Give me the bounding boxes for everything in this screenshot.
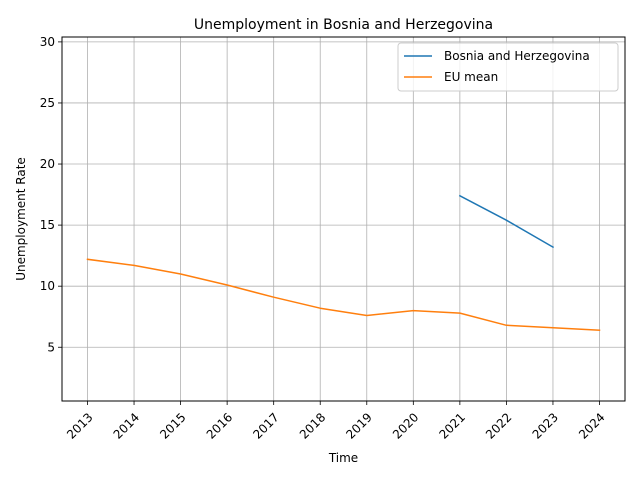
- series-line-0: [458, 194, 555, 249]
- series-line-1: [86, 258, 601, 331]
- gridlines: [62, 37, 625, 401]
- y-tick-label: 15: [40, 218, 55, 232]
- y-axis-title: Unemployment Rate: [14, 157, 28, 281]
- legend-box: [397, 42, 619, 92]
- legend-label: EU mean: [444, 70, 498, 84]
- y-tick-label: 5: [47, 340, 55, 354]
- y-tick-label: 20: [40, 157, 55, 171]
- legend-label: Bosnia and Herzegovina: [444, 49, 590, 63]
- legend: Bosnia and Herzegovina EU mean: [397, 42, 619, 92]
- y-tick-label: 10: [40, 279, 55, 293]
- y-axis-ticks: 5 10 15 20 25 30: [40, 35, 62, 354]
- series-lines: [86, 194, 601, 331]
- y-tick-label: 25: [40, 96, 55, 110]
- plot-frame: [61, 36, 626, 402]
- chart-title: Unemployment in Bosnia and Herzegovina: [194, 17, 493, 33]
- x-axis-title: Time: [328, 451, 358, 465]
- y-tick-label: 30: [40, 35, 55, 49]
